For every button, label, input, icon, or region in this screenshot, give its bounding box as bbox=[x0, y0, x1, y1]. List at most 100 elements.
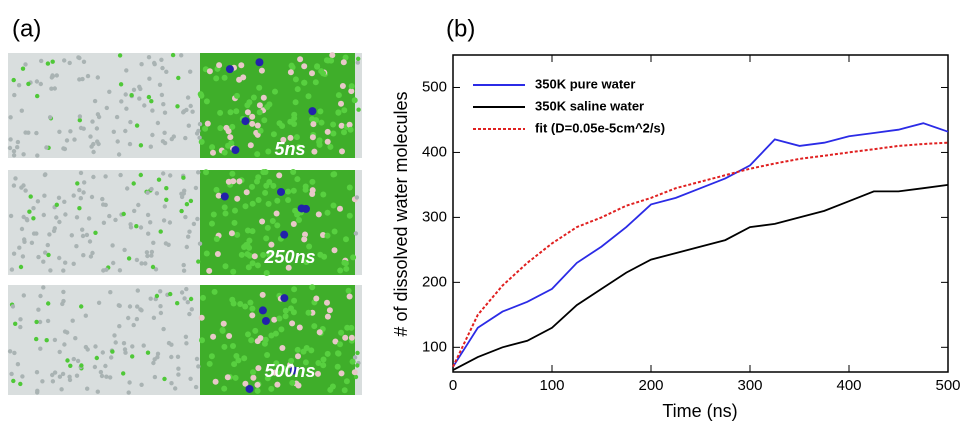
atom bbox=[145, 253, 150, 259]
atom bbox=[18, 317, 23, 322]
atom bbox=[195, 216, 200, 222]
atom bbox=[198, 138, 205, 145]
atom bbox=[243, 189, 250, 196]
atom bbox=[162, 376, 167, 382]
atom bbox=[343, 265, 350, 272]
atom bbox=[254, 262, 261, 269]
atom bbox=[158, 289, 163, 294]
atom bbox=[311, 148, 318, 155]
atom bbox=[107, 213, 112, 219]
atom bbox=[278, 326, 285, 333]
atom bbox=[59, 387, 64, 392]
atom bbox=[117, 268, 123, 273]
atom bbox=[254, 387, 261, 394]
atom bbox=[119, 99, 124, 104]
atom bbox=[54, 215, 59, 220]
atom bbox=[338, 122, 345, 129]
atom bbox=[335, 109, 342, 116]
atom bbox=[77, 77, 82, 82]
atom bbox=[50, 379, 56, 384]
atom bbox=[356, 107, 361, 112]
atom bbox=[308, 347, 315, 354]
atom bbox=[41, 212, 46, 218]
atom bbox=[122, 247, 127, 253]
atom bbox=[259, 218, 266, 225]
atom bbox=[314, 63, 321, 70]
atom bbox=[288, 305, 294, 312]
atom bbox=[17, 245, 22, 250]
atom bbox=[43, 250, 48, 255]
atom bbox=[341, 387, 348, 394]
snapshots: 5ns 250ns 500ns bbox=[7, 52, 362, 395]
atom bbox=[96, 114, 102, 120]
atom bbox=[108, 290, 113, 295]
atom bbox=[236, 76, 243, 83]
atom bbox=[209, 220, 215, 227]
atom bbox=[350, 254, 357, 261]
atom bbox=[188, 103, 193, 109]
atom bbox=[77, 118, 83, 123]
atom bbox=[346, 121, 353, 128]
atom bbox=[330, 130, 337, 137]
atom bbox=[320, 362, 327, 369]
atom bbox=[229, 170, 236, 177]
atom bbox=[305, 93, 312, 100]
atom bbox=[276, 120, 283, 127]
atom bbox=[281, 365, 288, 372]
atom bbox=[78, 125, 84, 131]
atom bbox=[179, 194, 185, 200]
atom bbox=[203, 169, 209, 176]
y-tick-label: 300 bbox=[422, 208, 447, 225]
atom bbox=[263, 235, 270, 242]
atom bbox=[225, 178, 232, 185]
atom bbox=[12, 92, 17, 98]
atom bbox=[249, 200, 256, 207]
atom bbox=[139, 261, 144, 266]
atom bbox=[145, 350, 151, 355]
x-tick-label: 400 bbox=[836, 377, 861, 394]
atom bbox=[186, 123, 191, 128]
atom bbox=[265, 148, 272, 155]
atom bbox=[21, 293, 26, 298]
atom bbox=[37, 319, 43, 325]
panel-label: (a) bbox=[12, 15, 41, 42]
atom bbox=[126, 390, 131, 395]
atom bbox=[191, 221, 197, 227]
atom bbox=[329, 383, 336, 390]
ion bbox=[280, 230, 289, 239]
atom bbox=[198, 92, 205, 99]
atom bbox=[208, 353, 215, 360]
atom bbox=[86, 216, 92, 221]
atom bbox=[342, 54, 349, 61]
atom bbox=[330, 171, 337, 178]
atom bbox=[256, 109, 263, 116]
atom bbox=[230, 268, 237, 275]
atom bbox=[130, 344, 135, 349]
atom bbox=[328, 57, 335, 64]
atom bbox=[75, 358, 81, 364]
plot-frame bbox=[452, 54, 949, 373]
atom bbox=[227, 109, 234, 116]
atom bbox=[131, 322, 136, 328]
atom bbox=[185, 300, 190, 305]
atom bbox=[127, 304, 133, 309]
atom bbox=[224, 374, 231, 381]
atom bbox=[117, 324, 122, 329]
atom bbox=[258, 67, 265, 74]
atom bbox=[144, 250, 150, 255]
atom bbox=[324, 313, 331, 320]
atom bbox=[45, 242, 50, 248]
atom bbox=[150, 132, 155, 138]
atom bbox=[141, 343, 146, 348]
y-axis-label: # of dissolved water molecules bbox=[391, 91, 411, 336]
atom bbox=[38, 81, 43, 87]
atom bbox=[168, 291, 173, 297]
atom bbox=[331, 247, 338, 254]
atom bbox=[234, 231, 241, 238]
atom bbox=[56, 195, 62, 200]
atom bbox=[130, 354, 135, 359]
atom bbox=[124, 68, 129, 73]
atom bbox=[199, 337, 205, 344]
atom bbox=[71, 356, 77, 362]
atom bbox=[294, 346, 301, 353]
